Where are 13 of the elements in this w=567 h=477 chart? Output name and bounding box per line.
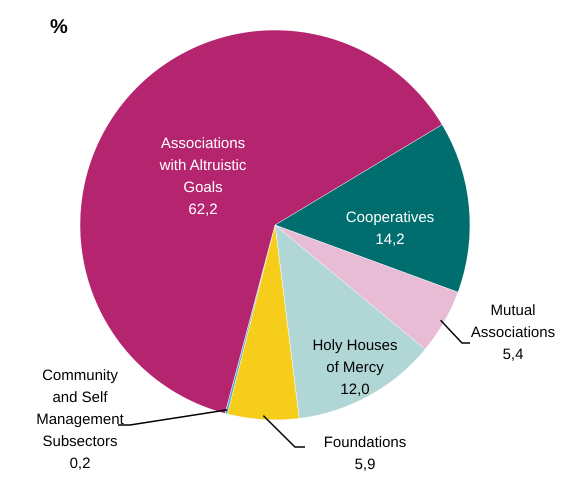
data-label: 12,0: [340, 381, 370, 398]
slice-label: Holy Houses of Mercy: [312, 337, 398, 376]
chart-title: %: [50, 16, 68, 38]
slice-label: Cooperatives: [346, 209, 434, 226]
data-label: 14,2: [375, 231, 405, 248]
slice-label: Foundations: [324, 434, 406, 451]
data-label: 5,9: [354, 456, 376, 473]
slice-label: Associations with Altruistic Goals: [158, 135, 247, 196]
slice-label: Community and Self Management Subsectors: [36, 367, 125, 450]
slice-label: Mutual Associations: [470, 302, 556, 341]
data-label: 5,4: [502, 346, 524, 363]
data-label: 0,2: [70, 455, 90, 472]
data-label: 62,2: [188, 201, 218, 218]
